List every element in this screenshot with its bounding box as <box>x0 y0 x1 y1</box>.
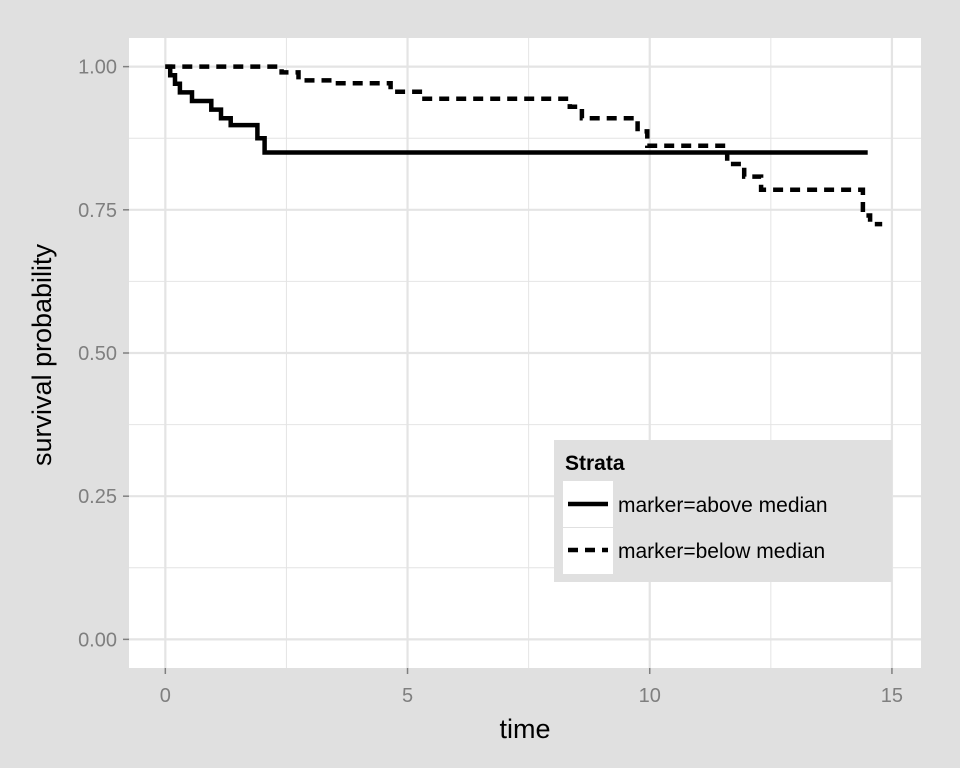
y-tick-label: 0.50 <box>78 343 117 365</box>
x-tick-label: 5 <box>402 685 413 707</box>
x-axis: 0 5 10 15 <box>160 668 903 707</box>
x-tick-label: 15 <box>881 685 903 707</box>
y-tick-label: 0.25 <box>78 486 117 508</box>
y-tick-label: 0.75 <box>78 200 117 222</box>
series-line-below-median <box>165 64 883 227</box>
x-tick-label: 10 <box>639 685 661 707</box>
legend: Strata marker=above median marker=below … <box>554 440 892 582</box>
legend-title: Strata <box>565 452 625 475</box>
y-tick-label: 1.00 <box>78 57 117 79</box>
y-tick-label: 0.00 <box>78 629 117 651</box>
legend-label-below-median: marker=below median <box>618 540 825 563</box>
major-gridlines <box>129 38 921 668</box>
series-line-above-median <box>165 64 868 155</box>
x-axis-title: time <box>499 714 550 744</box>
y-axis-title: survival probability <box>27 243 57 466</box>
y-axis: 0.00 0.25 0.50 0.75 1.00 <box>78 57 129 651</box>
survival-curves <box>165 64 883 227</box>
legend-label-above-median: marker=above median <box>618 494 828 517</box>
x-tick-label: 0 <box>160 685 171 707</box>
